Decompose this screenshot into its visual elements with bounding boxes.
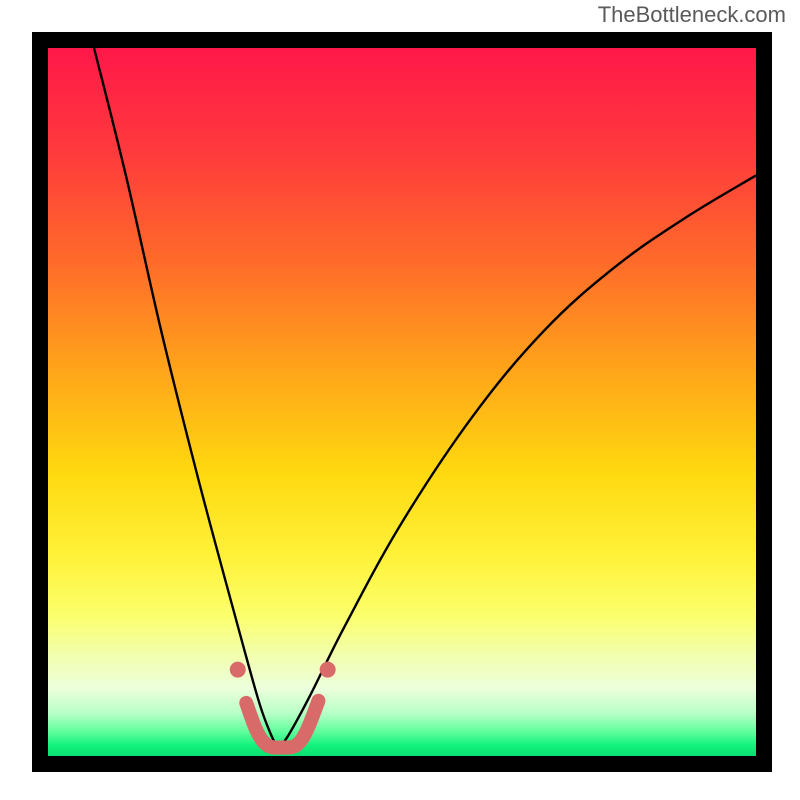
- stage: TheBottleneck.com: [0, 0, 800, 800]
- chart-svg: [0, 0, 800, 800]
- attribution-text: TheBottleneck.com: [598, 2, 786, 28]
- plot-background-gradient: [48, 48, 756, 756]
- floor-marker-dot: [320, 662, 336, 678]
- floor-marker-dot: [230, 662, 246, 678]
